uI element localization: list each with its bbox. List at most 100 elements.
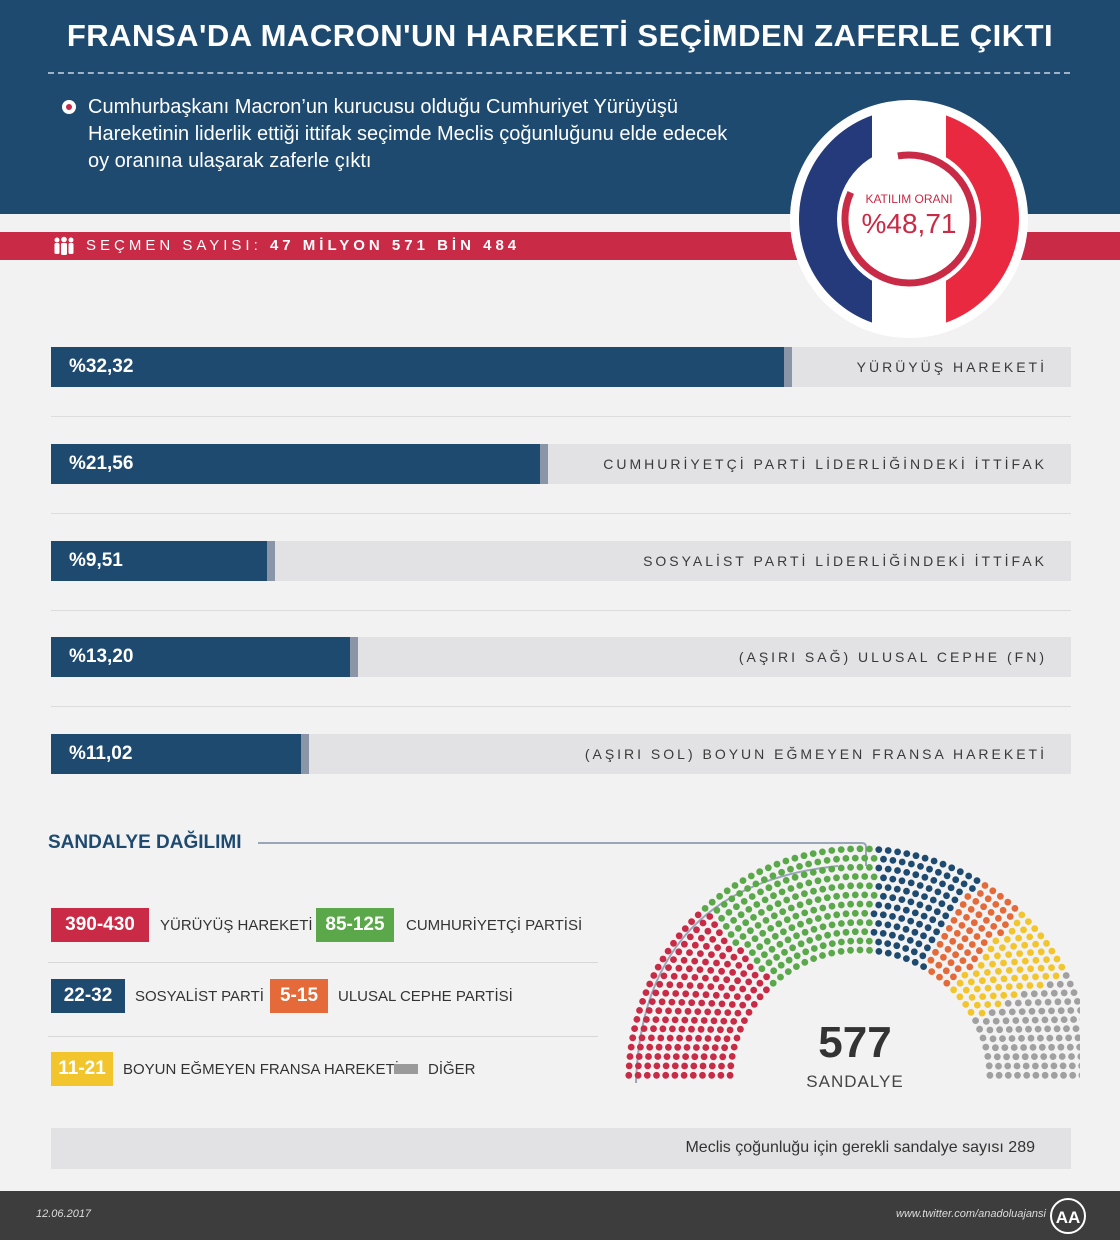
seat-dot [1041,1071,1049,1079]
seat-dot [985,931,993,938]
seat-dot [635,1053,643,1060]
seat-dot [730,953,738,961]
legend-divider [48,1036,598,1037]
seat-dot [728,1053,736,1060]
seat-dot [1055,1034,1063,1042]
seat-dot [1066,980,1074,988]
seat-dot [737,911,745,919]
seat-dot [875,948,883,955]
seat-dot [982,1043,990,1051]
seat-dot [884,940,892,947]
seat-dot [747,927,754,935]
seat-dot [662,1071,670,1079]
seat-dot [989,887,997,895]
seat-dot [686,982,694,989]
seat-dot [879,911,887,919]
seat-dot [875,920,882,927]
seat-dot [884,902,892,910]
seat-dot [819,885,827,893]
seat-dot [898,877,906,885]
seat-dot [737,1025,744,1033]
seat-dot [983,917,990,924]
seat-dot [1011,958,1018,966]
majority-bar: Meclis çoğunluğu için gerekli sandalye s… [51,1128,1071,1169]
seat-dot [1020,990,1028,998]
seat-dot [828,884,836,891]
seat-dot [884,949,892,957]
seat-dot [740,898,748,905]
seat-dot [810,955,817,962]
seat-dot [940,953,947,961]
seat-dot [697,950,704,957]
seat-dot [683,1044,691,1051]
seat-dot [1052,972,1060,980]
seat-dot [842,855,850,862]
seat-dot [739,877,747,884]
seat-dot [879,930,887,937]
seat-dot [1037,932,1045,940]
seat-dot [980,903,987,911]
seat-dot [875,846,883,853]
seat-dot [759,929,767,937]
seat-dot [745,1008,753,1016]
seat-dot [750,986,758,994]
seat-dot [945,925,953,932]
seat-dot [814,896,822,903]
seat-dot [898,934,905,941]
seat-dot [1020,926,1027,934]
seat-dot [805,860,812,868]
seat-dot [847,882,854,890]
seat-dot [810,925,818,933]
seat-dot [920,963,927,970]
seat-dot [1078,1062,1080,1069]
seat-dot [1053,1025,1061,1033]
seat-dot [958,922,966,929]
seat-dot [770,892,777,900]
vote-bar-label: (AŞIRI SOL) BOYUN EĞMEYEN FRANSA HAREKET… [584,746,1047,762]
seat-dot [760,876,768,884]
seat-dot [780,928,787,936]
seat-dot [1010,1044,1018,1051]
seat-dot [779,908,787,916]
seat-dot [970,919,978,927]
seat-dot [690,1062,698,1070]
vote-bar [51,347,784,387]
seat-dot [894,848,901,856]
seat-dot [702,958,709,966]
seat-dot [726,1071,734,1079]
seat-dot [1038,1043,1046,1051]
seat-dot [662,1016,669,1024]
seat-dot [676,981,684,989]
seat-dot [1016,966,1024,973]
seat-dot [865,919,873,927]
seat-dot [1044,1025,1051,1033]
seat-dot [668,998,676,1006]
seat-dot [1037,948,1045,956]
seat-dot [1031,1053,1038,1060]
vote-bar-label: SOSYALİST PARTİ LİDERLİĞİNDEKİ İTTİFAK [643,553,1047,569]
seat-dot [763,973,770,981]
seat-dot [1034,1025,1042,1033]
seat-dot [870,891,878,899]
seat-dot [987,909,995,916]
seat-dot [966,963,974,971]
seat-dot [723,976,731,984]
seat-dot [950,917,958,924]
footer-twitter-link[interactable]: www.twitter.com/anadoluajansi [896,1208,1046,1220]
seat-dot [1008,927,1016,935]
seat-dot [870,928,878,936]
seat-dot [681,925,689,932]
seat-total: 577 [818,1018,892,1067]
seat-dot [1008,1035,1016,1042]
seat-dot [889,931,896,939]
seat-dot [920,912,928,920]
seat-dot [837,846,845,853]
seat-dot [782,877,790,884]
seat-dot [1030,990,1038,998]
seat-dot [1011,905,1019,912]
seat-dot [727,1062,735,1070]
seat-dot [797,940,805,948]
seat-dot [984,969,991,976]
seat-dot [810,945,818,952]
seat-dot [1010,942,1017,950]
